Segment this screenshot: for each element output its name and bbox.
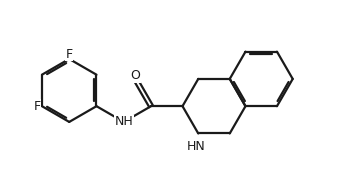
Text: HN: HN <box>187 140 206 153</box>
Text: O: O <box>130 70 140 82</box>
Text: F: F <box>66 48 73 61</box>
Text: F: F <box>34 100 41 113</box>
Text: NH: NH <box>114 115 133 128</box>
